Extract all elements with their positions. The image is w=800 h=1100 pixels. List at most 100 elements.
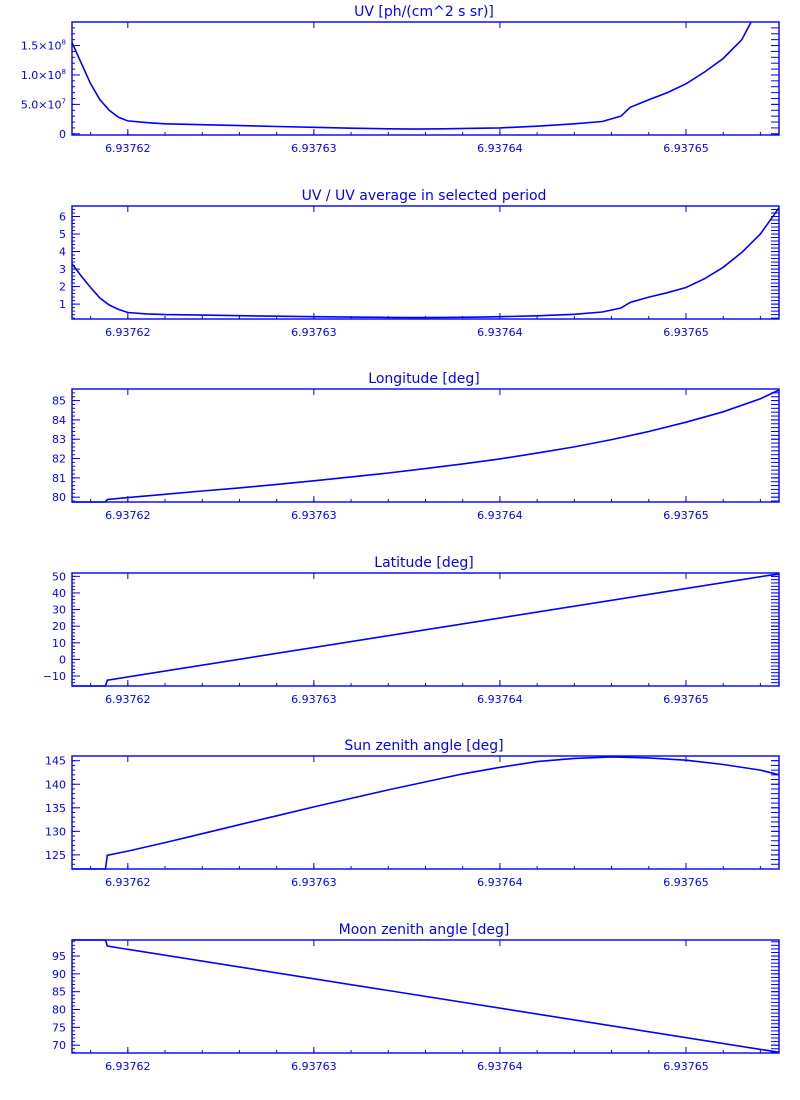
y-tick-label: 40 <box>52 587 66 600</box>
plot-frame <box>71 388 780 503</box>
x-tick-label: 6.93762 <box>105 326 151 339</box>
y-tick-label: 0 <box>59 653 66 666</box>
y-tick-label: 80 <box>52 1004 66 1017</box>
x-tick-label: 6.93764 <box>477 326 523 339</box>
axis-ticks <box>72 572 779 687</box>
axis-ticks <box>72 755 779 870</box>
x-tick-label: 6.93765 <box>663 1060 709 1073</box>
y-axis-tick-labels: 1 2 3 4 5 6 <box>59 211 66 312</box>
y-axis-tick-labels: 125 130 135 140 145 <box>45 755 66 862</box>
y-tick-label: 5 <box>59 228 66 241</box>
series-layer <box>72 939 780 1054</box>
x-tick-label: 6.93762 <box>105 693 151 706</box>
series-line <box>72 756 780 870</box>
y-tick-label: 85 <box>52 395 66 408</box>
x-tick-label: 6.93765 <box>663 509 709 522</box>
panel-longitude: Longitude [deg] 6.93762 6.93763 6.93764 6.9… <box>52 371 780 522</box>
x-tick-label: 6.93762 <box>105 876 151 889</box>
plot-frame <box>71 755 780 870</box>
y-axis-tick-labels: 70 75 80 85 90 95 <box>52 950 66 1052</box>
x-tick-label: 6.93762 <box>105 509 151 522</box>
x-axis-tick-labels: 6.93762 6.93763 6.93764 6.93765 <box>105 1060 709 1073</box>
y-tick-label: 50 <box>52 570 66 583</box>
series-layer <box>72 756 780 870</box>
x-tick-label: 6.93763 <box>291 142 337 155</box>
y-axis-tick-labels: 80 81 82 83 84 85 <box>52 395 66 505</box>
series-layer <box>71 207 780 319</box>
panel-title: Latitude [deg] <box>374 555 473 571</box>
series-line <box>71 207 780 319</box>
y-tick-label: 30 <box>52 604 66 617</box>
x-tick-label: 6.93763 <box>291 326 337 339</box>
panel-title: UV / UV average in selected period <box>302 188 547 204</box>
y-tick-label: 70 <box>52 1039 66 1052</box>
y-tick-label: 90 <box>52 968 66 981</box>
x-axis-tick-labels: 6.93762 6.93763 6.93764 6.93765 <box>105 876 709 889</box>
series-layer <box>72 573 780 687</box>
y-tick-label: 130 <box>45 825 66 838</box>
x-axis-tick-labels: 6.93762 6.93763 6.93764 6.93765 <box>105 326 709 339</box>
y-tick-label: 4 <box>59 246 66 259</box>
panel-uv: UV [ph/(cm^2 s sr)] 6.93762 6.93763 6.9376… <box>21 4 780 155</box>
y-tick-label: 10 <box>52 637 66 650</box>
x-tick-label: 6.93764 <box>477 693 523 706</box>
x-tick-label: 6.93763 <box>291 876 337 889</box>
y-tick-label: 80 <box>52 491 66 504</box>
x-tick-label: 6.93765 <box>663 326 709 339</box>
y-tick-label: 95 <box>52 950 66 963</box>
panel-title: Moon zenith angle [deg] <box>339 922 510 938</box>
panel-title: Sun zenith angle [deg] <box>344 738 503 754</box>
series-line <box>71 21 752 130</box>
y-tick-label: 1 <box>59 298 66 311</box>
panel-sun-zenith: Sun zenith angle [deg] 6.93762 6.93763 6.9… <box>45 738 780 889</box>
y-tick-label: 6 <box>59 211 66 224</box>
series-line <box>72 573 780 687</box>
y-tick-label: 135 <box>45 802 66 815</box>
x-tick-label: 6.93763 <box>291 1060 337 1073</box>
series-layer <box>72 389 780 503</box>
axis-ticks <box>72 205 779 319</box>
y-tick-label: 140 <box>45 778 66 791</box>
y-tick-label: 75 <box>52 1021 66 1034</box>
panel-uv-ratio: UV / UV average in selected period 6.937… <box>59 188 780 339</box>
series-line <box>72 389 780 503</box>
y-axis-tick-labels: −10 0 10 20 30 40 50 <box>43 570 66 683</box>
axis-ticks <box>72 388 779 502</box>
axis-ticks <box>72 21 779 135</box>
series-line <box>72 939 780 1054</box>
plot-frame <box>71 21 780 136</box>
panel-latitude: Latitude [deg] 6.93762 6.93763 6.93764 6.93… <box>43 555 780 706</box>
y-axis-tick-labels: 0 5.0×107 1.0×108 1.5×108 <box>21 39 66 141</box>
y-tick-label: 0 <box>59 128 66 141</box>
series-layer <box>71 21 752 130</box>
x-tick-label: 6.93763 <box>291 509 337 522</box>
plot-frame <box>71 205 780 320</box>
y-tick-label: −10 <box>43 670 66 683</box>
x-tick-label: 6.93764 <box>477 876 523 889</box>
y-tick-label: 5.0×107 <box>21 97 66 111</box>
x-tick-label: 6.93764 <box>477 509 523 522</box>
y-tick-label: 2 <box>59 281 66 294</box>
x-tick-label: 6.93762 <box>105 1060 151 1073</box>
y-tick-label: 20 <box>52 620 66 633</box>
y-tick-label: 125 <box>45 849 66 862</box>
panel-title: UV [ph/(cm^2 s sr)] <box>354 4 494 20</box>
x-axis-tick-labels: 6.93762 6.93763 6.93764 6.93765 <box>105 693 709 706</box>
x-tick-label: 6.93765 <box>663 876 709 889</box>
x-tick-label: 6.93765 <box>663 693 709 706</box>
y-tick-label: 84 <box>52 414 66 427</box>
x-tick-label: 6.93762 <box>105 142 151 155</box>
panel-moon-zenith: Moon zenith angle [deg] 6.93762 6.93763 6.… <box>52 922 780 1073</box>
x-axis-tick-labels: 6.93762 6.93763 6.93764 6.93765 <box>105 142 709 155</box>
y-tick-label: 83 <box>52 433 66 446</box>
y-tick-label: 145 <box>45 755 66 768</box>
x-tick-label: 6.93764 <box>477 142 523 155</box>
y-tick-label: 85 <box>52 986 66 999</box>
x-axis-tick-labels: 6.93762 6.93763 6.93764 6.93765 <box>105 509 709 522</box>
y-tick-label: 82 <box>52 453 66 466</box>
y-tick-label: 1.0×108 <box>21 68 66 82</box>
x-tick-label: 6.93765 <box>663 142 709 155</box>
panel-title: Longitude [deg] <box>368 371 479 387</box>
y-tick-label: 1.5×108 <box>21 39 66 53</box>
